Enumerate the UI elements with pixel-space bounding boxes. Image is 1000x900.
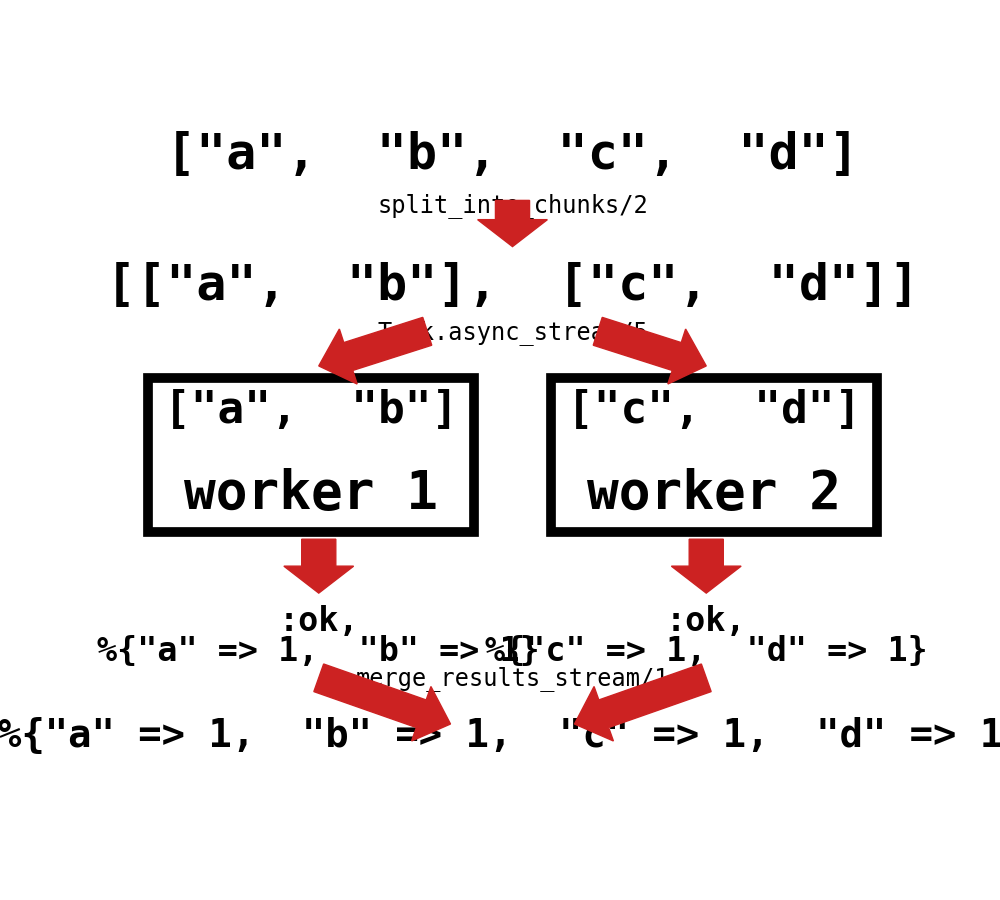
Text: %{"a" => 1,  "b" => 1,  "c" => 1,  "d" => 1}: %{"a" => 1, "b" => 1, "c" => 1, "d" => 1… bbox=[0, 716, 1000, 755]
FancyArrow shape bbox=[319, 318, 432, 384]
Text: :ok,: :ok, bbox=[666, 605, 746, 637]
Bar bbox=[148, 377, 474, 532]
Text: merge_results_stream/1: merge_results_stream/1 bbox=[356, 666, 669, 691]
FancyArrow shape bbox=[478, 201, 547, 247]
FancyArrow shape bbox=[593, 318, 706, 384]
Text: worker 1: worker 1 bbox=[184, 468, 438, 520]
FancyArrow shape bbox=[671, 539, 741, 593]
FancyArrow shape bbox=[574, 664, 711, 741]
Text: Task.async_stream/5: Task.async_stream/5 bbox=[377, 320, 648, 345]
Text: %{"c" => 1,  "d" => 1}: %{"c" => 1, "d" => 1} bbox=[485, 635, 928, 669]
Bar bbox=[551, 377, 877, 532]
Text: ["a",  "b"]: ["a", "b"] bbox=[164, 389, 458, 432]
FancyArrow shape bbox=[284, 539, 354, 593]
Text: :ok,: :ok, bbox=[278, 605, 359, 637]
Text: %{"a" => 1,  "b" => 1}: %{"a" => 1, "b" => 1} bbox=[97, 635, 540, 669]
FancyArrow shape bbox=[314, 664, 450, 741]
Text: ["c",  "d"]: ["c", "d"] bbox=[567, 389, 861, 432]
Text: [["a",  "b"],  ["c",  "d"]]: [["a", "b"], ["c", "d"]] bbox=[106, 262, 919, 310]
Text: split_into_chunks/2: split_into_chunks/2 bbox=[377, 193, 648, 218]
Text: worker 2: worker 2 bbox=[587, 468, 841, 520]
Text: ["a",  "b",  "c",  "d"]: ["a", "b", "c", "d"] bbox=[166, 131, 859, 179]
